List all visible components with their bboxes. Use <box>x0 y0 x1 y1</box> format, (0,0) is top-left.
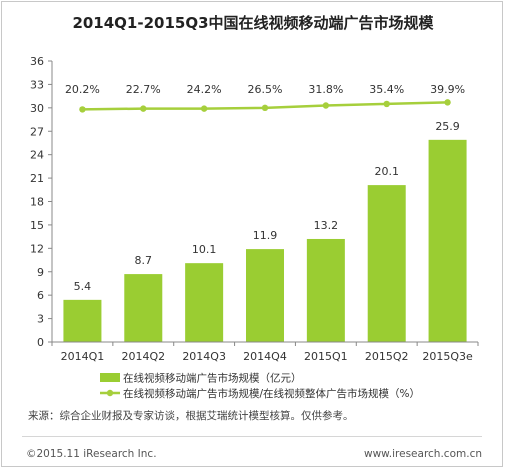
x-tick-label: 2015Q1 <box>304 350 348 363</box>
bar-value-label: 11.9 <box>253 229 278 242</box>
bar <box>124 274 163 342</box>
bar <box>306 238 345 342</box>
x-tick-label: 2015Q2 <box>365 350 409 363</box>
y-tick-label: 30 <box>30 102 44 115</box>
x-tick-label: 2015Q3e <box>422 350 473 363</box>
line-point <box>322 102 330 109</box>
y-tick-label: 27 <box>30 125 44 138</box>
line-value-label: 39.9% <box>430 83 465 96</box>
bar-value-label: 25.9 <box>435 120 460 133</box>
line-point <box>140 105 147 112</box>
y-tick-label: 9 <box>37 266 44 279</box>
line-value-label: 31.8% <box>308 83 343 96</box>
y-tick-label: 0 <box>37 336 44 349</box>
bar-value-label: 13.2 <box>314 219 339 232</box>
bar-value-label: 20.1 <box>374 165 399 178</box>
line-value-label: 35.4% <box>369 83 404 96</box>
y-tick-label: 21 <box>30 172 44 185</box>
x-tick-label: 2014Q1 <box>61 350 105 363</box>
y-tick-label: 33 <box>30 78 44 91</box>
bar <box>246 249 284 342</box>
line-point <box>261 104 269 112</box>
legend-line-marker <box>106 389 114 397</box>
line-value-label: 20.2% <box>65 83 100 96</box>
line-value-label: 22.7% <box>126 83 161 96</box>
bar <box>428 139 467 342</box>
bar <box>185 263 224 342</box>
y-tick-label: 24 <box>30 149 44 162</box>
bar-value-label: 5.4 <box>74 280 92 293</box>
y-tick-label: 12 <box>30 242 44 255</box>
chart-title: 2014Q1-2015Q3中国在线视频移动端广告市场规模 <box>72 14 434 32</box>
bar <box>63 299 102 342</box>
y-tick-label: 18 <box>30 196 44 209</box>
legend-bar-label: 在线视频移动端广告市场规模（亿元） <box>123 372 302 385</box>
x-tick-label: 2014Q3 <box>182 350 226 363</box>
copyright: ©2015.11 iResearch Inc. <box>26 448 157 460</box>
y-tick-label: 15 <box>30 219 44 232</box>
y-tick-label: 6 <box>37 289 44 302</box>
x-tick-label: 2014Q4 <box>243 350 287 363</box>
line-point <box>383 100 390 108</box>
x-tick-label: 2014Q2 <box>121 350 165 363</box>
line-value-label: 24.2% <box>187 83 222 96</box>
bar <box>367 185 406 342</box>
legend-line-label: 在线视频移动端广告市场规模/在线视频整体广告市场规模（%） <box>123 387 420 400</box>
legend-bar-swatch <box>100 373 120 382</box>
footer-divider <box>22 436 482 437</box>
line-point <box>79 106 86 113</box>
line-value-label: 26.5% <box>248 83 283 96</box>
line-point <box>444 99 451 106</box>
line-point <box>200 105 208 112</box>
y-tick-label: 3 <box>37 313 44 326</box>
bar-value-label: 8.7 <box>135 254 153 267</box>
website-link[interactable]: www.iresearch.com.cn <box>363 448 482 460</box>
bar-value-label: 10.1 <box>192 243 217 256</box>
source-note: 来源：综合企业财报及专家访谈，根据艾瑞统计模型核算。仅供参考。 <box>28 410 354 422</box>
y-tick-label: 36 <box>30 55 44 68</box>
